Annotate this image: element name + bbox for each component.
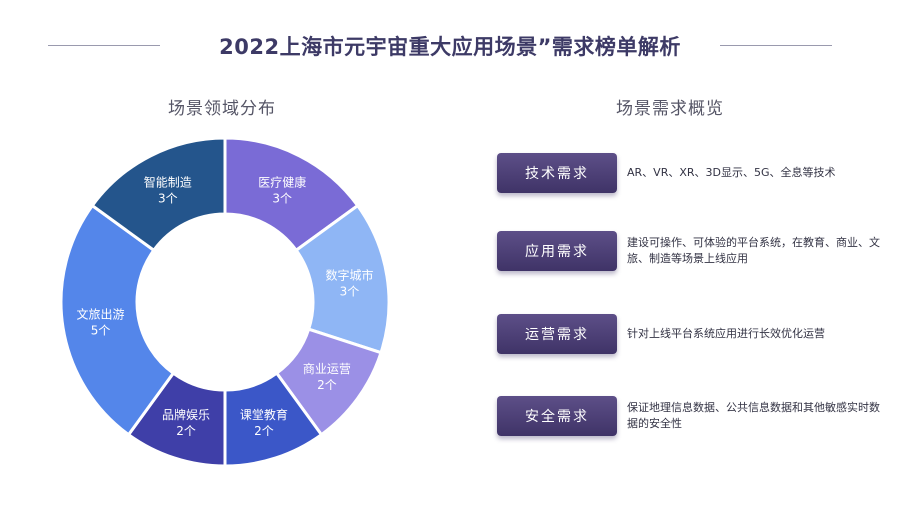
requirement-badge-security: 安全需求	[497, 396, 617, 436]
segment-category-label: 文旅出游	[77, 307, 125, 322]
requirement-badge-application: 应用需求	[497, 231, 617, 271]
requirement-row: 技术需求 AR、VR、XR、3D显示、5G、全息等技术	[497, 153, 897, 193]
requirement-row: 安全需求 保证地理信息数据、公共信息数据和其他敏感实时数据的安全性	[497, 396, 897, 436]
segment-value-label: 2个	[317, 378, 337, 392]
segment-category-label: 数字城市	[325, 267, 373, 282]
requirement-badge-tech: 技术需求	[497, 153, 617, 193]
requirement-description: 针对上线平台系统应用进行长效优化运营	[627, 327, 825, 340]
donut-chart: 医疗健康3个数字城市3个商业运营2个课堂教育2个品牌娱乐2个文旅出游5个智能制造…	[59, 136, 391, 468]
segment-value-label: 3个	[340, 284, 360, 298]
title-divider-left	[48, 45, 160, 46]
segment-category-label: 品牌娱乐	[162, 408, 210, 422]
segment-category-label: 商业运营	[303, 361, 351, 376]
requirement-description: 保证地理信息数据、公共信息数据和其他敏感实时数据的安全性	[627, 401, 880, 430]
requirement-row: 应用需求 建设可操作、可体验的平台系统，在教育、商业、文旅、制造等场景上线应用	[497, 231, 897, 271]
overview-title: 场景需求概览	[616, 99, 724, 119]
segment-value-label: 5个	[91, 324, 111, 338]
donut-segment-6	[59, 203, 176, 437]
segment-category-label: 课堂教育	[240, 407, 288, 422]
title-divider-right	[720, 45, 832, 46]
segment-category-label: 智能制造	[144, 175, 192, 190]
donut-chart-title: 场景领域分布	[168, 99, 276, 119]
requirement-description: 建设可操作、可体验的平台系统，在教育、商业、文旅、制造等场景上线应用	[627, 236, 880, 265]
segment-value-label: 2个	[254, 424, 274, 438]
donut-segment-7	[90, 136, 227, 253]
segment-value-label: 3个	[272, 192, 292, 206]
requirement-row: 运营需求 针对上线平台系统应用进行长效优化运营	[497, 314, 897, 354]
page-header: 2022上海市元宇宙重大应用场景”需求榜单解析	[0, 28, 900, 64]
segment-value-label: 2个	[176, 424, 196, 438]
segment-value-label: 3个	[158, 192, 178, 206]
requirement-badge-operation: 运营需求	[497, 314, 617, 354]
segment-category-label: 医疗健康	[258, 175, 306, 190]
requirement-description: AR、VR、XR、3D显示、5G、全息等技术	[627, 166, 836, 179]
page-title: 2022上海市元宇宙重大应用场景”需求榜单解析	[219, 35, 681, 59]
